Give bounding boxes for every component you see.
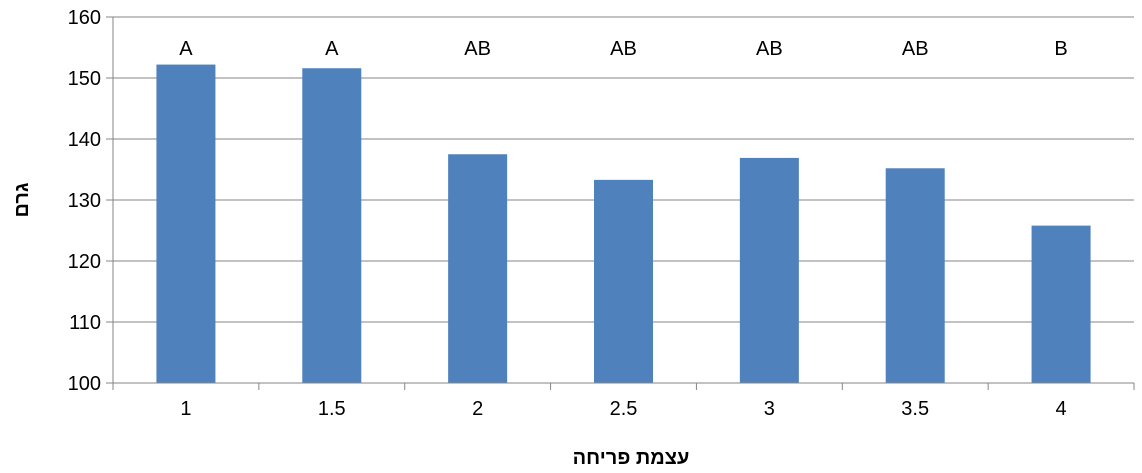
significance-label: AB: [756, 38, 783, 60]
bar: [156, 64, 216, 383]
x-tick-label: 1: [180, 398, 191, 420]
y-axis-title: גרם: [11, 182, 33, 217]
y-tick-label: 110: [69, 312, 101, 334]
y-tick-label: 130: [68, 190, 101, 212]
labels: 100 110 120 130 140 150 160 1 A 1.5 A 2 AB 2.5 AB 3 AB 3.…: [68, 7, 1068, 420]
y-tick-label: 160: [68, 7, 101, 29]
bar: [302, 68, 362, 384]
bar: [739, 157, 799, 383]
x-axis-title: עצמת פריחה: [573, 447, 690, 468]
significance-label: AB: [610, 38, 637, 60]
significance-label: AB: [902, 38, 929, 60]
significance-label: A: [179, 38, 193, 60]
bars: [156, 64, 1091, 384]
y-tick-label: 150: [68, 68, 101, 90]
significance-label: B: [1054, 38, 1067, 60]
axes: [106, 16, 1135, 390]
significance-label: AB: [464, 38, 491, 60]
x-tick-label: 1.5: [318, 398, 346, 420]
y-tick-label: 140: [68, 129, 101, 151]
bar: [594, 179, 653, 383]
x-tick-label: 2: [472, 398, 483, 420]
bar: [448, 154, 508, 383]
x-tick-label: 2.5: [610, 398, 638, 420]
x-tick-label: 3: [764, 398, 775, 420]
x-tick-label: 3.5: [901, 398, 929, 420]
bar: [885, 168, 945, 383]
y-tick-label: 100: [68, 373, 101, 395]
x-tick-label: 4: [1056, 398, 1067, 420]
bar: [1031, 225, 1091, 383]
y-tick-label: 120: [68, 251, 101, 273]
significance-label: A: [325, 38, 339, 60]
